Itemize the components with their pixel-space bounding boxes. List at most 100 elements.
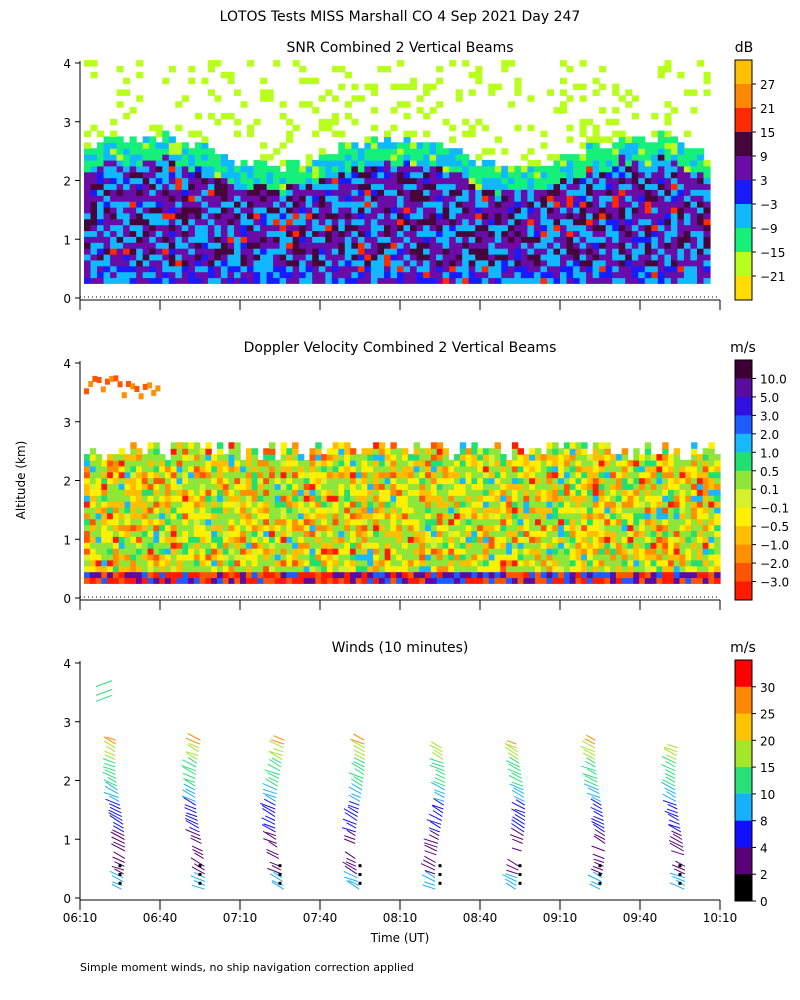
snr-cell — [175, 277, 183, 284]
snr-cell — [142, 224, 150, 232]
snr-cell — [260, 171, 268, 179]
doppler-cell — [350, 548, 357, 555]
snr-cell — [644, 183, 652, 190]
doppler-cell — [217, 577, 224, 584]
doppler-cell — [604, 548, 611, 555]
doppler-cell — [326, 553, 334, 561]
doppler-cell — [639, 577, 646, 584]
snr-cell — [201, 159, 209, 167]
doppler-cell — [691, 548, 698, 555]
snr-cell — [397, 230, 405, 237]
doppler-cell — [170, 506, 178, 514]
snr-cell — [318, 195, 326, 202]
doppler-cell — [517, 559, 524, 567]
doppler-cell — [563, 495, 571, 502]
snr-cell — [364, 195, 372, 202]
snr-cell — [664, 265, 672, 273]
doppler-cell — [615, 483, 623, 490]
doppler-cell — [396, 571, 403, 579]
snr-cell — [129, 259, 137, 267]
snr-cell — [149, 242, 157, 249]
snr-cell — [201, 253, 209, 261]
snr-cell — [488, 271, 496, 279]
doppler-cell — [188, 536, 195, 543]
snr-cell — [573, 165, 581, 173]
snr-cell — [507, 230, 515, 237]
doppler-cell — [581, 548, 588, 555]
snr-cell — [384, 218, 392, 226]
doppler-cell — [604, 506, 611, 514]
snr-cell — [247, 206, 255, 214]
snr-cell — [475, 201, 483, 208]
doppler-cell — [315, 483, 322, 490]
snr-cell — [507, 259, 515, 267]
doppler-cell — [598, 448, 605, 455]
snr-cell — [586, 183, 594, 190]
doppler-cell — [650, 536, 657, 543]
snr-cell — [664, 177, 672, 185]
doppler-cell — [535, 518, 542, 526]
snr-cell — [605, 171, 613, 179]
doppler-cell — [610, 553, 617, 561]
doppler-cell — [546, 454, 553, 461]
snr-cell — [103, 136, 111, 143]
snr-cell — [227, 201, 235, 208]
doppler-cell — [141, 553, 149, 561]
snr-cell — [149, 165, 157, 173]
snr-cell — [462, 183, 470, 190]
doppler-cell — [170, 489, 178, 496]
snr-cell — [344, 159, 352, 167]
snr-cell — [644, 171, 652, 179]
snr-cell — [494, 271, 502, 279]
snr-cell — [677, 71, 685, 79]
doppler-cell — [361, 489, 368, 496]
snr-cell — [207, 242, 215, 249]
doppler-cell — [355, 506, 363, 514]
doppler-cell — [292, 577, 299, 584]
doppler-cell — [303, 548, 311, 555]
snr-cell — [155, 148, 163, 155]
doppler-cell — [702, 454, 710, 461]
snr-cell — [260, 242, 268, 249]
doppler-cell — [292, 483, 299, 490]
snr-cell — [390, 154, 398, 161]
doppler-cell — [309, 530, 316, 537]
doppler-cell — [373, 495, 380, 502]
snr-cell — [560, 248, 568, 255]
snr-cell — [286, 242, 294, 249]
doppler-cell — [384, 518, 392, 526]
doppler-cell — [517, 471, 524, 479]
doppler-cell — [500, 577, 507, 584]
snr-cell — [449, 206, 457, 214]
snr-cell — [410, 230, 418, 237]
doppler-cell — [107, 512, 114, 520]
doppler-cell — [188, 565, 195, 573]
snr-cell — [573, 177, 581, 185]
doppler-cell — [338, 536, 345, 543]
doppler-cell — [477, 530, 484, 537]
snr-cell — [527, 236, 535, 243]
doppler-cell — [575, 483, 582, 490]
snr-cell — [683, 224, 691, 232]
snr-cell — [586, 118, 594, 126]
doppler-cell — [245, 459, 253, 467]
snr-cell — [116, 212, 124, 220]
snr-cell — [410, 142, 418, 149]
doppler-cell — [459, 454, 467, 461]
doppler-cell — [396, 512, 403, 520]
doppler-cell — [315, 553, 322, 561]
doppler-cell — [621, 577, 629, 584]
snr-cell — [273, 236, 281, 243]
doppler-cell — [332, 454, 339, 461]
snr-cell — [384, 189, 392, 196]
doppler-cell — [280, 448, 287, 455]
snr-cell — [162, 148, 170, 155]
snr-cell — [533, 195, 541, 202]
doppler-cell — [402, 477, 409, 485]
snr-cell — [299, 218, 307, 226]
doppler-cell — [211, 542, 218, 549]
doppler-cell — [344, 448, 351, 455]
doppler-cell — [211, 559, 218, 567]
snr-cell — [573, 277, 581, 284]
snr-cell — [605, 236, 613, 243]
